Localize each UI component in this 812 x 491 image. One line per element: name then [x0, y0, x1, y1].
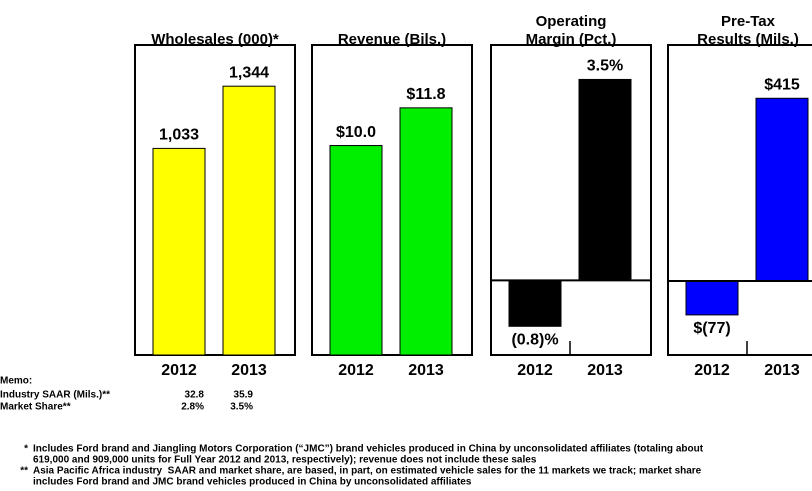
- x-tick-label: 2013: [231, 362, 267, 379]
- memo-value: 2.8%: [181, 402, 204, 413]
- value-label: 1,344: [229, 64, 269, 81]
- memo-label: Memo:: [0, 376, 32, 387]
- bar: [152, 147, 206, 356]
- chart-title: Revenue (Bils.): [338, 31, 446, 48]
- footnote-text: 619,000 and 909,000 units for Full Year …: [33, 455, 537, 466]
- memo-row-label: Industry SAAR (Mils.)**: [0, 390, 110, 401]
- panel-frame: [667, 44, 812, 356]
- panel-frame: [134, 44, 296, 356]
- value-label: $(77): [693, 320, 730, 337]
- memo-value: 32.8: [185, 390, 205, 401]
- x-tick-label: 2013: [408, 362, 444, 379]
- value-label: 3.5%: [587, 58, 623, 75]
- chart-title: Margin (Pct.): [526, 31, 617, 48]
- memo-value: 35.9: [234, 390, 254, 401]
- value-label: (0.8)%: [511, 332, 558, 349]
- chart-title: Pre-Tax: [721, 13, 776, 30]
- panel-frame: [490, 44, 652, 356]
- bar: [578, 78, 632, 281]
- memo-row-label: Market Share**: [0, 402, 71, 413]
- footnote-marker: *: [24, 444, 28, 455]
- x-tick-label: 2012: [161, 362, 197, 379]
- chart-title: Wholesales (000)*: [151, 31, 279, 48]
- footnote-text: Asia Pacific Africa industry SAAR and ma…: [33, 466, 702, 477]
- footnote-text: includes Ford brand and JMC brand vehicl…: [33, 477, 472, 488]
- footnote-text: Includes Ford brand and Jiangling Motors…: [33, 444, 704, 455]
- panel-frame: [311, 44, 473, 356]
- bar: [685, 280, 739, 316]
- x-tick-label: 2013: [587, 362, 623, 379]
- bar: [222, 85, 276, 356]
- bar: [508, 279, 562, 327]
- x-tick-label: 2012: [517, 362, 553, 379]
- x-tick-label: 2012: [338, 362, 374, 379]
- x-tick-label: 2013: [764, 362, 800, 379]
- chart-title: Results (Mils.): [697, 31, 799, 48]
- value-label: $11.8: [406, 86, 445, 103]
- memo-value: 3.5%: [230, 402, 253, 413]
- bar: [329, 145, 383, 356]
- value-label: 1,033: [159, 127, 199, 144]
- bar: [755, 97, 809, 282]
- value-label: $415: [764, 77, 800, 94]
- footnote-marker: **: [20, 466, 28, 477]
- bar: [399, 107, 453, 356]
- chart-title: Operating: [536, 13, 607, 30]
- x-tick-label: 2012: [694, 362, 730, 379]
- value-label: $10.0: [336, 124, 376, 141]
